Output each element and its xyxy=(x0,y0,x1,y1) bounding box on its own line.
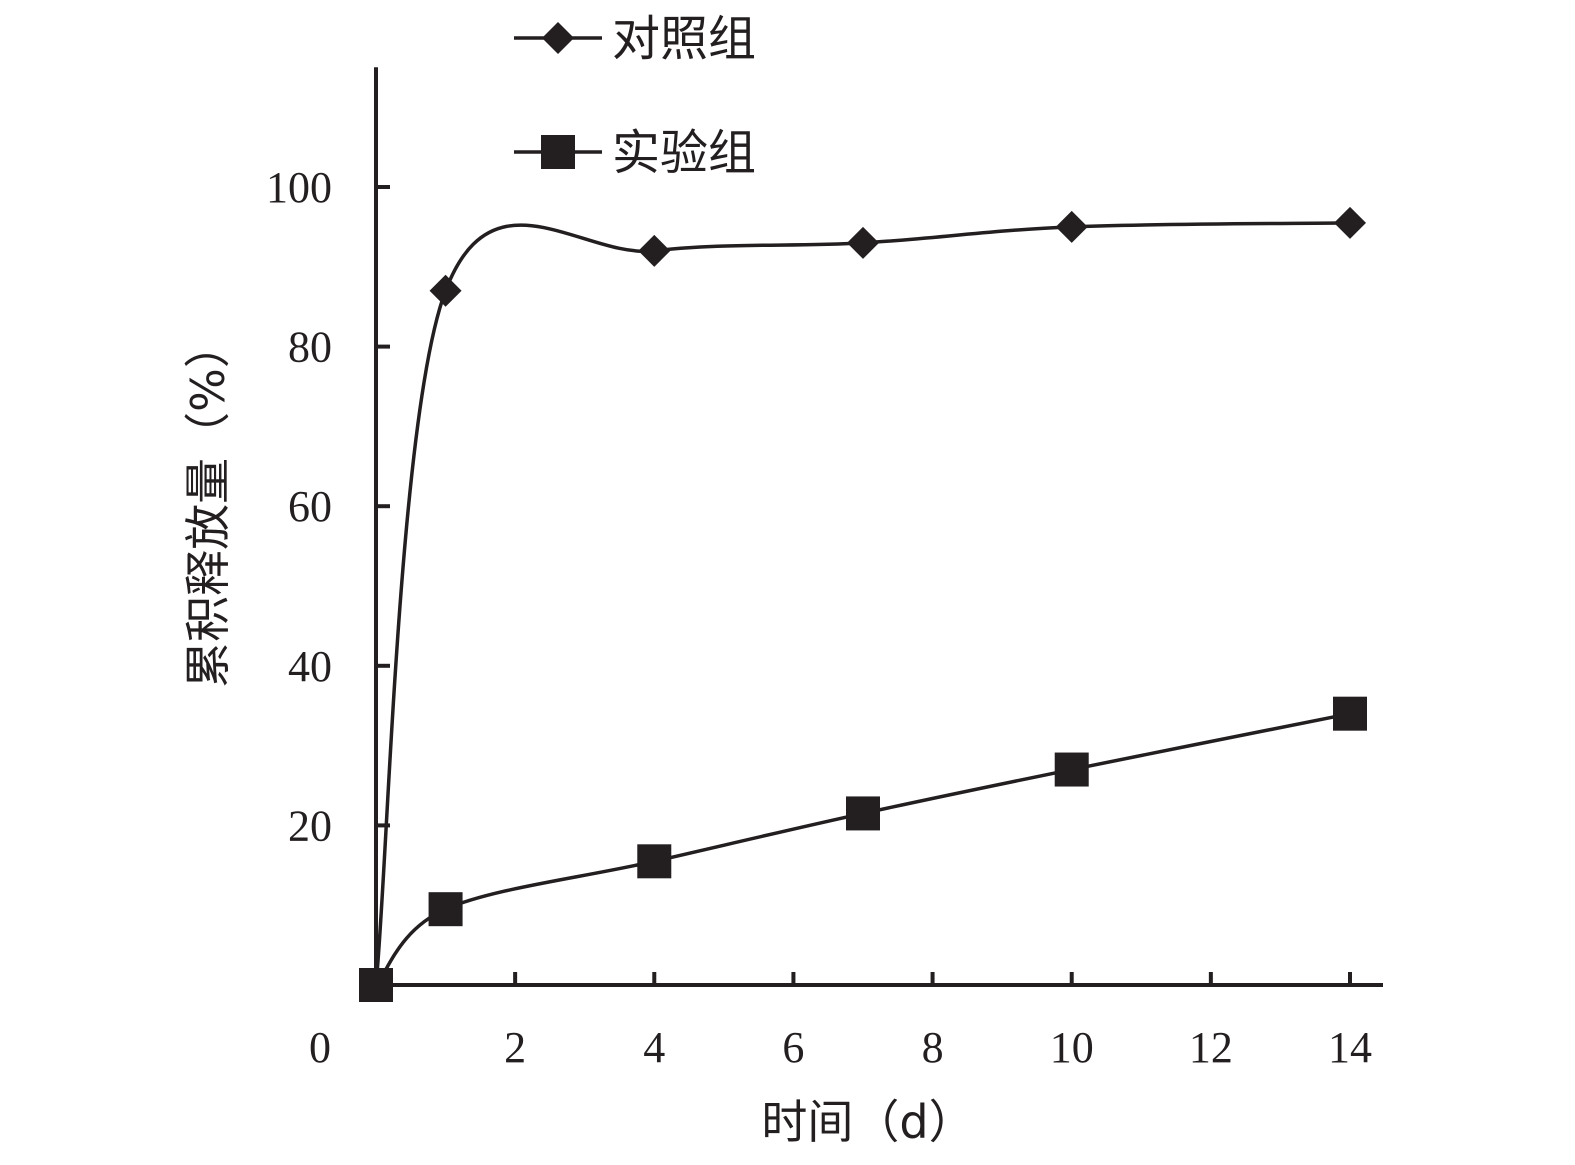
x-tick-label: 4 xyxy=(643,1023,665,1072)
y-axis-title: 累积释放量（%） xyxy=(181,322,235,688)
square-marker xyxy=(1333,696,1367,731)
diamond-marker xyxy=(847,226,879,259)
square-marker xyxy=(1054,752,1089,787)
x-tick-label: 12 xyxy=(1189,1023,1233,1072)
square-marker xyxy=(359,968,393,1002)
y-tick-label: 20 xyxy=(288,801,332,850)
axes: 0 2 4 6 8 10 12 14 20 40 60 80 100 xyxy=(266,67,1383,1072)
series-1 xyxy=(360,206,1366,1001)
x-tick-label: 10 xyxy=(1050,1023,1094,1072)
x-axis-title: 时间（d） xyxy=(761,1095,974,1149)
diamond-marker xyxy=(429,274,462,307)
y-tick-label: 40 xyxy=(288,642,332,691)
legend-label: 实验组 xyxy=(612,125,756,181)
legend-diamond-marker xyxy=(542,22,574,54)
legend-entry: 实验组 xyxy=(514,125,756,181)
x-tick-label: 2 xyxy=(504,1023,526,1072)
square-marker xyxy=(428,892,463,927)
square-marker xyxy=(637,844,672,879)
x-tick-label: 8 xyxy=(922,1023,944,1072)
x-tick-label: 0 xyxy=(309,1023,331,1072)
x-tick-label: 6 xyxy=(782,1023,804,1072)
series-layer xyxy=(359,206,1367,1002)
diamond-marker xyxy=(1334,206,1366,239)
legend-square-marker xyxy=(541,135,575,169)
diamond-marker xyxy=(638,234,671,267)
series-2 xyxy=(359,696,1367,1002)
square-marker xyxy=(846,796,880,831)
y-tick-label: 60 xyxy=(288,482,332,531)
y-tick-label: 80 xyxy=(288,323,332,372)
diamond-marker xyxy=(1055,210,1088,243)
legend-entry: 对照组 xyxy=(514,11,756,67)
y-tick-label: 100 xyxy=(266,163,332,212)
legend-label: 对照组 xyxy=(612,11,756,67)
series-line xyxy=(374,711,1351,987)
series-line xyxy=(374,221,1351,986)
x-tick-label: 14 xyxy=(1328,1023,1372,1072)
